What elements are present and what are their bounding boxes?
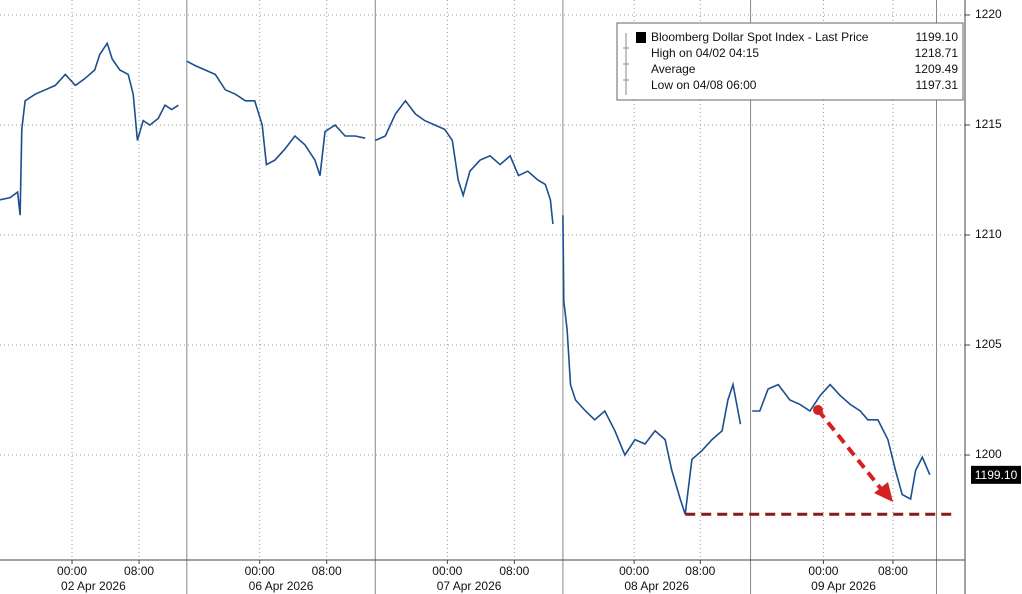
x-tick-label: 00:00 xyxy=(245,564,275,578)
legend-title: Bloomberg Dollar Spot Index - Last Price xyxy=(651,30,869,44)
y-tick-label: 1210 xyxy=(975,227,1002,241)
x-group-label: 02 Apr 2026 xyxy=(61,579,126,593)
price-line xyxy=(0,41,931,515)
x-group-label: 06 Apr 2026 xyxy=(249,579,314,593)
x-tick-label: 08:00 xyxy=(685,564,715,578)
x-tick-label: 00:00 xyxy=(57,564,87,578)
legend-stat: Low on 04/08 06:00 xyxy=(651,78,757,92)
legend-last: 1199.10 xyxy=(916,30,959,44)
y-tick-label: 1220 xyxy=(975,7,1002,21)
plot xyxy=(0,41,953,516)
legend-glyphs xyxy=(623,33,629,95)
y-tick-label: 1205 xyxy=(975,337,1002,351)
last-price-tag xyxy=(971,465,1021,484)
legend-stat-value: 1209.49 xyxy=(915,62,959,76)
legend-stat: High on 04/02 04:15 xyxy=(651,46,759,60)
arrow-head xyxy=(874,482,893,502)
x-tick-label: 00:00 xyxy=(808,564,838,578)
arrow-start xyxy=(813,405,823,415)
last-price-label: 1199.10 xyxy=(975,468,1018,482)
legend-stat-value: 1197.31 xyxy=(916,78,959,92)
x-group-label: 08 Apr 2026 xyxy=(624,579,689,593)
x-tick-label: 00:00 xyxy=(619,564,649,578)
x-tick-label: 08:00 xyxy=(312,564,342,578)
x-tick-label: 08:00 xyxy=(124,564,154,578)
legend-swatch xyxy=(636,32,646,43)
y-tick-label: 1215 xyxy=(975,117,1002,131)
arrow-shaft xyxy=(816,408,884,492)
legend-stat-value: 1218.71 xyxy=(915,46,959,60)
trend-arrow xyxy=(813,405,893,502)
x-group-label: 09 Apr 2026 xyxy=(811,579,876,593)
legend-box xyxy=(616,22,964,101)
legend-stat: Average xyxy=(651,62,696,76)
legend: Bloomberg Dollar Spot Index - Last Price… xyxy=(616,22,964,101)
x-tick-label: 00:00 xyxy=(432,564,462,578)
x-tick-label: 08:00 xyxy=(499,564,529,578)
x-tick-label: 08:00 xyxy=(878,564,908,578)
x-group-label: 07 Apr 2026 xyxy=(437,579,502,593)
y-tick-label: 1200 xyxy=(975,447,1002,461)
